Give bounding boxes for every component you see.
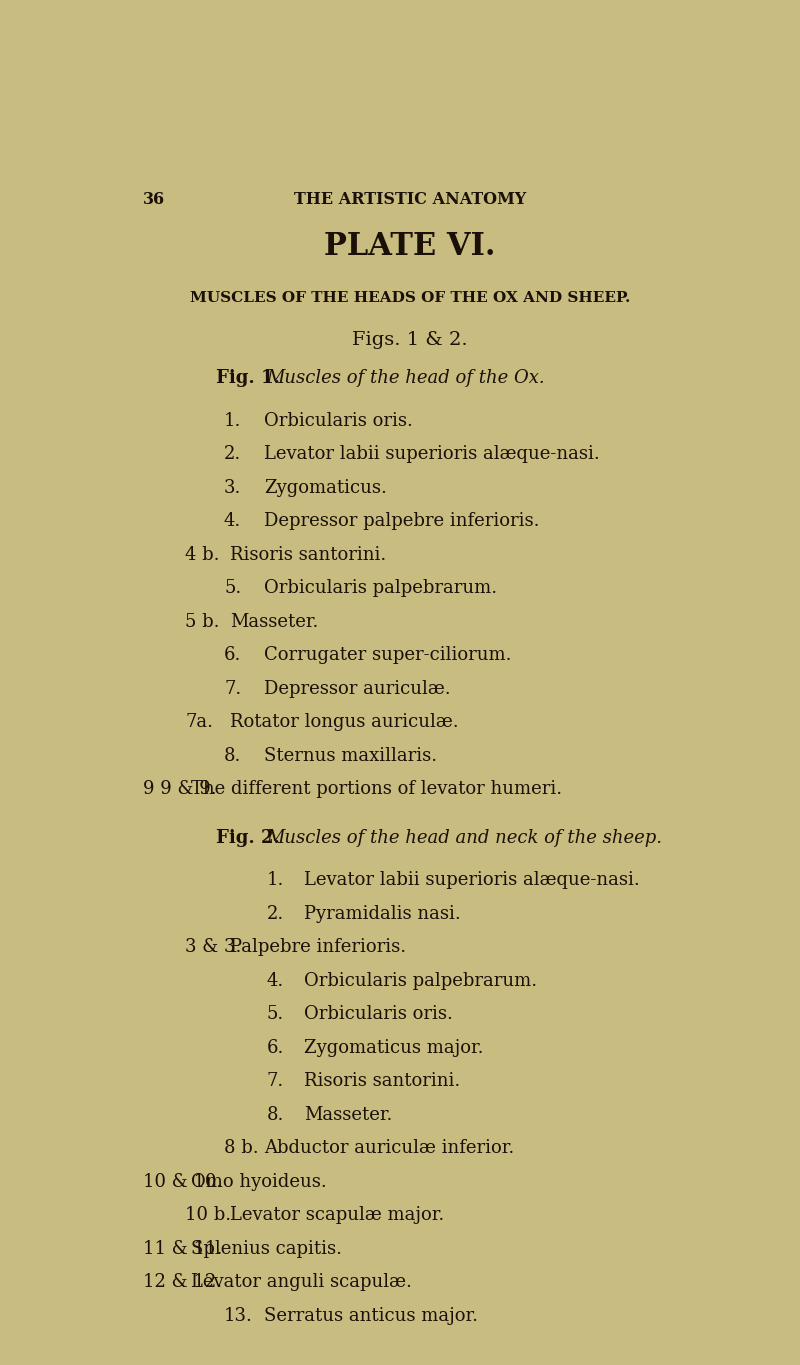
Text: Masseter.: Masseter. [304, 1106, 392, 1123]
Text: 4.: 4. [266, 972, 284, 990]
Text: 8.: 8. [224, 747, 242, 764]
Text: Levator anguli scapulæ.: Levator anguli scapulæ. [190, 1274, 411, 1291]
Text: THE ARTISTIC ANATOMY: THE ARTISTIC ANATOMY [294, 191, 526, 207]
Text: Masseter.: Masseter. [230, 613, 318, 631]
Text: 5 b.: 5 b. [186, 613, 220, 631]
Text: Depressor palpebre inferioris.: Depressor palpebre inferioris. [264, 512, 540, 530]
Text: 1.: 1. [224, 412, 242, 430]
Text: 8 b.: 8 b. [224, 1140, 258, 1158]
Text: Zygomaticus.: Zygomaticus. [264, 479, 387, 497]
Text: Splenius capitis.: Splenius capitis. [190, 1239, 342, 1259]
Text: 10 b.: 10 b. [186, 1207, 231, 1224]
Text: 5.: 5. [266, 1006, 284, 1024]
Text: Depressor auriculæ.: Depressor auriculæ. [264, 680, 451, 698]
Text: 2.: 2. [266, 905, 284, 923]
Text: Pyramidalis nasi.: Pyramidalis nasi. [304, 905, 461, 923]
Text: 7a.: 7a. [186, 713, 214, 732]
Text: 11 & 11.: 11 & 11. [142, 1239, 222, 1259]
Text: 6.: 6. [224, 646, 242, 665]
Text: 4.: 4. [224, 512, 242, 530]
Text: Muscles of the head and neck of the sheep.: Muscles of the head and neck of the shee… [266, 829, 662, 848]
Text: Sternus maxillaris.: Sternus maxillaris. [264, 747, 438, 764]
Text: Palpebre inferioris.: Palpebre inferioris. [230, 938, 406, 957]
Text: 7.: 7. [266, 1073, 284, 1091]
Text: 3.: 3. [224, 479, 242, 497]
Text: Muscles of the head of the Ox.: Muscles of the head of the Ox. [266, 370, 546, 388]
Text: Orbicularis oris.: Orbicularis oris. [264, 412, 413, 430]
Text: 6.: 6. [266, 1039, 284, 1057]
Text: Risoris santorini.: Risoris santorini. [304, 1073, 460, 1091]
Text: Rotator longus auriculæ.: Rotator longus auriculæ. [230, 713, 459, 732]
Text: Orbicularis palpebrarum.: Orbicularis palpebrarum. [304, 972, 537, 990]
Text: 3 & 3.: 3 & 3. [186, 938, 242, 957]
Text: Levator labii superioris alæque-nasi.: Levator labii superioris alæque-nasi. [264, 445, 600, 463]
Text: Orbicularis palpebrarum.: Orbicularis palpebrarum. [264, 579, 498, 598]
Text: Fig. 1.: Fig. 1. [216, 370, 280, 388]
Text: Levator scapulæ major.: Levator scapulæ major. [230, 1207, 445, 1224]
Text: 13.: 13. [224, 1306, 253, 1325]
Text: 9 9 & 9.: 9 9 & 9. [142, 781, 216, 799]
Text: Levator labii superioris alæque-nasi.: Levator labii superioris alæque-nasi. [304, 871, 639, 890]
Text: 2.: 2. [224, 445, 242, 463]
Text: 8.: 8. [266, 1106, 284, 1123]
Text: 4 b.: 4 b. [186, 546, 220, 564]
Text: Corrugater super-ciliorum.: Corrugater super-ciliorum. [264, 646, 512, 665]
Text: 1.: 1. [266, 871, 284, 890]
Text: Orbicularis oris.: Orbicularis oris. [304, 1006, 453, 1024]
Text: Omo hyoideus.: Omo hyoideus. [190, 1173, 326, 1190]
Text: 7.: 7. [224, 680, 242, 698]
Text: 10 & 10.: 10 & 10. [142, 1173, 222, 1190]
Text: Abductor auriculæ inferior.: Abductor auriculæ inferior. [264, 1140, 514, 1158]
Text: Fig. 2.: Fig. 2. [216, 829, 280, 848]
Text: Risoris santorini.: Risoris santorini. [230, 546, 386, 564]
Text: PLATE VI.: PLATE VI. [324, 231, 496, 262]
Text: 12 & 12.: 12 & 12. [142, 1274, 222, 1291]
Text: Figs. 1 & 2.: Figs. 1 & 2. [352, 330, 468, 349]
Text: The different portions of levator humeri.: The different portions of levator humeri… [190, 781, 562, 799]
Text: Serratus anticus major.: Serratus anticus major. [264, 1306, 478, 1325]
Text: 36: 36 [142, 191, 165, 207]
Text: Zygomaticus major.: Zygomaticus major. [304, 1039, 483, 1057]
Text: 5.: 5. [224, 579, 242, 598]
Text: MUSCLES OF THE HEADS OF THE OX AND SHEEP.: MUSCLES OF THE HEADS OF THE OX AND SHEEP… [190, 291, 630, 304]
